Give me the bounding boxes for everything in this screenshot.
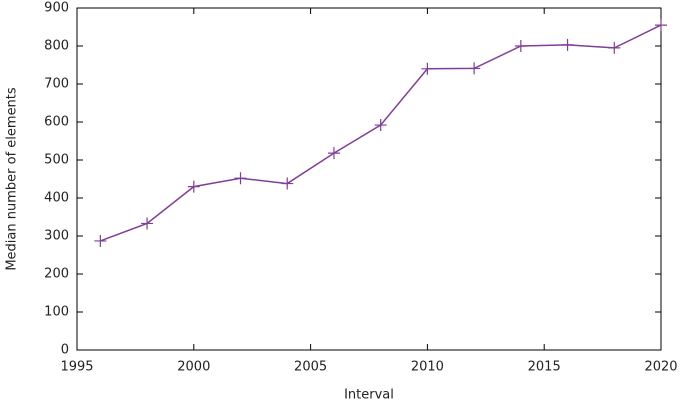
y-tick-label: 0 bbox=[61, 343, 69, 358]
y-tick-label: 900 bbox=[44, 1, 69, 16]
point-marker bbox=[561, 38, 574, 51]
point-marker bbox=[234, 172, 247, 185]
point-marker bbox=[468, 62, 481, 75]
x-tick-label: 2020 bbox=[644, 360, 677, 375]
x-tick-label: 2000 bbox=[177, 360, 210, 375]
y-tick-label: 300 bbox=[44, 229, 69, 244]
x-tick-label: 2005 bbox=[294, 360, 327, 375]
x-axis-label: Interval bbox=[344, 388, 394, 403]
point-marker bbox=[141, 217, 154, 230]
point-marker bbox=[608, 41, 621, 54]
point-marker bbox=[374, 119, 387, 132]
point-marker bbox=[327, 147, 340, 160]
point-marker bbox=[655, 19, 667, 32]
point-marker bbox=[187, 180, 200, 193]
point-marker bbox=[421, 62, 434, 75]
plot-frame bbox=[76, 7, 662, 351]
y-axis-label: Median number of elements bbox=[5, 87, 20, 271]
point-marker bbox=[281, 177, 294, 190]
y-tick-label: 600 bbox=[44, 115, 69, 130]
y-tick-label: 200 bbox=[44, 267, 69, 282]
x-tick-label: 2010 bbox=[411, 360, 444, 375]
point-marker bbox=[514, 40, 527, 52]
y-tick-label: 800 bbox=[44, 39, 69, 54]
y-tick-label: 700 bbox=[44, 77, 69, 92]
y-tick-label: 400 bbox=[44, 191, 69, 206]
y-tick-label: 500 bbox=[44, 153, 69, 168]
point-marker bbox=[94, 234, 107, 247]
y-tick-label: 100 bbox=[44, 305, 69, 320]
line bbox=[100, 24, 662, 242]
x-tick-label: 1995 bbox=[60, 360, 93, 375]
x-tick-label: 2015 bbox=[528, 360, 561, 375]
